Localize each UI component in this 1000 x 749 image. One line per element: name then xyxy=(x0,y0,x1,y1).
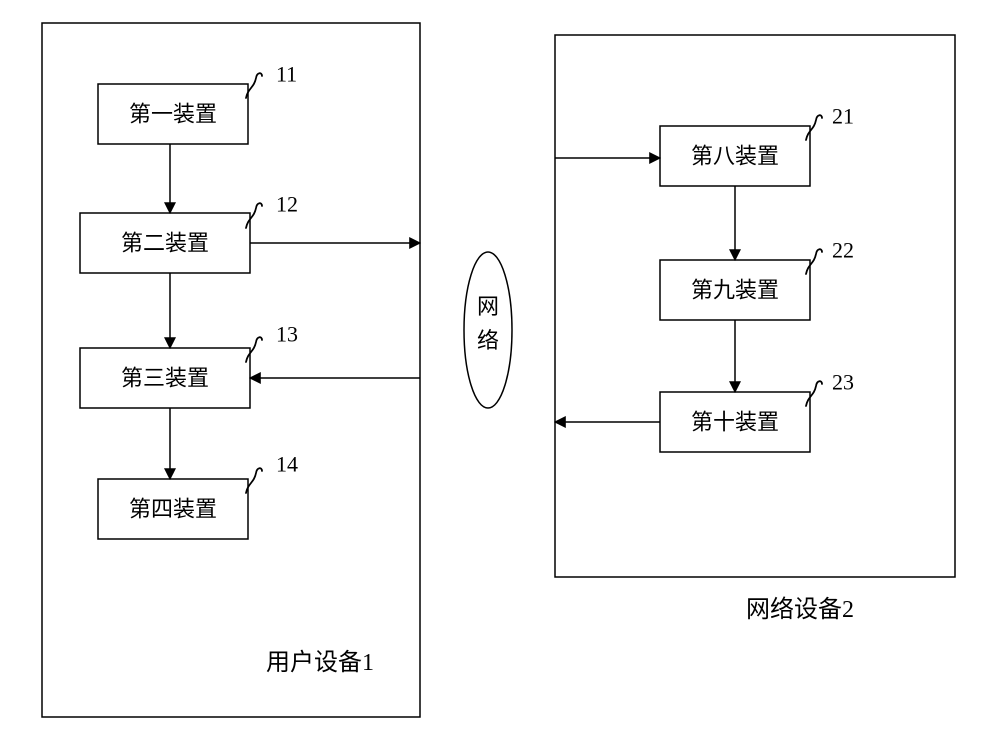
network-label-2: 络 xyxy=(477,328,499,353)
module-box8: 第八装置 21 xyxy=(660,104,854,187)
module-box9: 第九装置 22 xyxy=(660,238,854,321)
module-box9-label: 第九装置 xyxy=(691,278,779,303)
module-box1-label: 第一装置 xyxy=(129,102,217,127)
module-box2-tag: 12 xyxy=(276,192,298,217)
caption-user-device: 用户设备1 xyxy=(266,649,374,676)
module-box2: 第二装置 12 xyxy=(80,192,298,274)
module-box10-label: 第十装置 xyxy=(691,410,779,435)
module-box8-tag: 21 xyxy=(832,104,854,129)
module-box2-label: 第二装置 xyxy=(121,231,209,256)
module-box3-label: 第三装置 xyxy=(121,366,209,391)
network-label-1: 网 xyxy=(477,294,499,319)
module-box8-label: 第八装置 xyxy=(691,144,779,169)
module-box4-tag: 14 xyxy=(276,452,298,477)
caption-network-device: 网络设备2 xyxy=(746,596,854,623)
module-box10: 第十装置 23 xyxy=(660,370,854,453)
container-network-device: 网络设备2 xyxy=(555,35,955,623)
module-box3: 第三装置 13 xyxy=(80,322,298,409)
module-box4: 第四装置 14 xyxy=(98,452,298,540)
module-box9-tag: 22 xyxy=(832,238,854,263)
module-box4-label: 第四装置 xyxy=(129,497,217,522)
module-box10-tag: 23 xyxy=(832,370,854,395)
network-node: 网络 xyxy=(464,252,512,408)
module-box3-tag: 13 xyxy=(276,322,298,347)
module-box1-tag: 11 xyxy=(276,62,297,87)
module-box1: 第一装置 11 xyxy=(98,62,297,145)
